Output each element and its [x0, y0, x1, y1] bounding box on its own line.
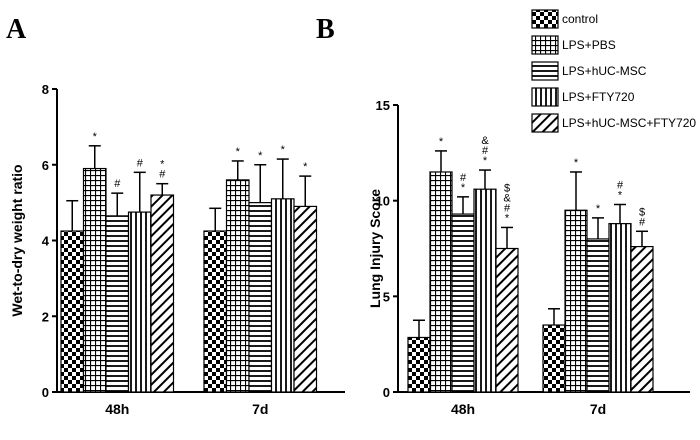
bar	[542, 324, 566, 393]
bar	[630, 245, 654, 393]
panel-label-a: A	[6, 14, 27, 45]
significance-mark: #	[639, 216, 646, 228]
bar	[407, 336, 431, 393]
bar	[82, 167, 107, 393]
bar	[225, 179, 250, 393]
legend-swatch	[531, 35, 559, 55]
significance-mark: *	[281, 144, 286, 156]
category-label: 48h	[451, 401, 475, 417]
category-label: 48h	[105, 401, 129, 417]
legend-label: LPS+PBS	[562, 38, 616, 52]
significance-mark: #	[460, 172, 467, 184]
significance-mark: *	[160, 159, 165, 171]
legend-label: LPS+hUC-MSC	[562, 64, 647, 78]
bar	[127, 211, 152, 393]
bar	[495, 247, 519, 393]
significance-mark: *	[596, 203, 601, 215]
significance-mark: $	[639, 206, 645, 218]
y-tick-label: 0	[383, 385, 390, 400]
significance-mark: $	[504, 182, 510, 194]
significance-mark: #	[617, 179, 624, 191]
y-tick-label: 10	[376, 194, 390, 209]
y-tick-label: 15	[376, 98, 390, 113]
bar	[150, 194, 175, 393]
bar	[270, 198, 295, 393]
legend-swatch	[531, 113, 559, 133]
legend-swatch	[531, 61, 559, 81]
significance-mark: *	[303, 161, 308, 173]
significance-mark: &	[481, 135, 489, 147]
bar	[105, 215, 130, 393]
significance-mark: #	[504, 202, 511, 214]
bar	[60, 230, 85, 393]
significance-mark: *	[439, 136, 444, 148]
bar	[586, 238, 610, 393]
panel-label-b: B	[316, 14, 335, 45]
significance-mark: *	[574, 157, 579, 169]
significance-mark: #	[114, 178, 121, 190]
significance-mark: *	[505, 212, 510, 224]
significance-mark: *	[483, 155, 488, 167]
significance-mark: &	[503, 192, 511, 204]
bar	[293, 205, 318, 393]
significance-mark: #	[159, 169, 166, 181]
bar	[564, 209, 588, 393]
significance-mark: #	[482, 145, 489, 157]
significance-mark: *	[618, 189, 623, 201]
bar	[451, 213, 475, 393]
y-axis-label: Wet-to-dry weight ratio	[9, 164, 25, 316]
category-label: 7d	[590, 401, 606, 417]
significance-mark: *	[258, 150, 263, 162]
significance-mark: *	[93, 131, 98, 143]
bar	[608, 223, 632, 393]
bar	[429, 171, 453, 393]
y-tick-label: 2	[42, 309, 49, 324]
y-tick-label: 8	[42, 82, 49, 97]
bar	[473, 188, 497, 393]
y-tick-label: 5	[383, 289, 390, 304]
bar	[248, 202, 273, 393]
category-label: 7d	[252, 401, 268, 417]
legend-swatch	[531, 87, 559, 107]
significance-mark: *	[461, 182, 466, 194]
y-axis-label: Lung Injury Score	[367, 189, 383, 308]
legend-label: LPS+FTY720	[562, 90, 635, 104]
y-tick-label: 6	[42, 158, 49, 173]
legend: control LPS+PBS LPS+hUC-MSC LPS+FTY720 LPS+h…	[531, 9, 696, 133]
significance-mark: *	[236, 146, 241, 158]
y-tick-label: 0	[42, 385, 49, 400]
y-tick-label: 4	[42, 234, 50, 249]
legend-label: LPS+hUC-MSC+FTY720	[562, 116, 696, 130]
legend-swatch	[531, 9, 559, 29]
bar	[203, 230, 228, 393]
legend-label: control	[562, 12, 598, 26]
significance-mark: #	[137, 157, 144, 169]
